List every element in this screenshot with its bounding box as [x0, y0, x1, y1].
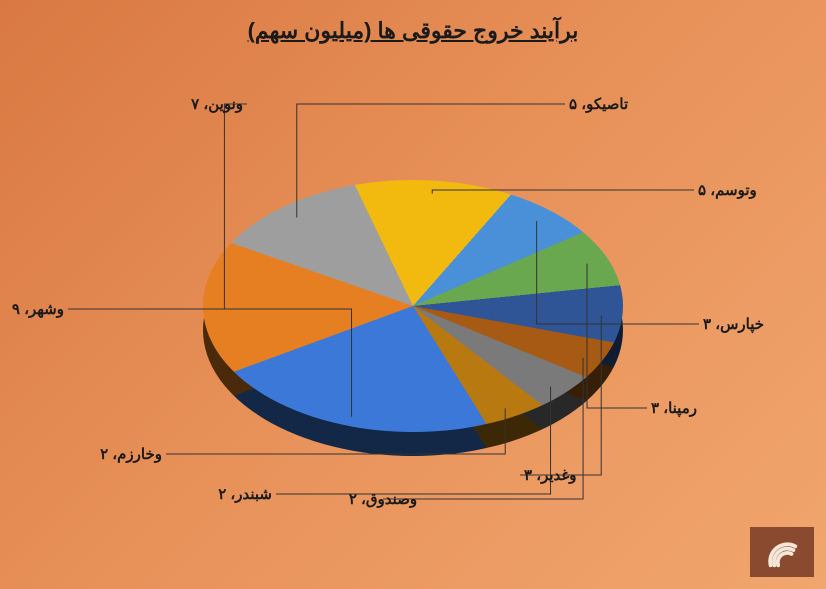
leader-line [432, 190, 694, 194]
leader-line [68, 309, 352, 417]
leader-line [166, 408, 505, 454]
slice-label: تاصیکو، ۵ [569, 95, 628, 113]
leader-line [276, 387, 551, 494]
leader-line [520, 315, 601, 475]
logo-icon [763, 533, 801, 571]
slice-label: وخارزم، ۲ [100, 445, 162, 463]
slice-label: خپارس، ۳ [703, 315, 764, 333]
leader-line [224, 104, 247, 309]
slice-label: رمپنا، ۳ [651, 399, 697, 417]
slice-label: وصندوق، ۲ [349, 490, 417, 508]
slice-label: وغدیر، ۳ [524, 466, 576, 484]
leader-line [587, 264, 647, 408]
leader-line [537, 221, 699, 324]
slice-label: وشهر، ۹ [12, 300, 64, 318]
leader-line [297, 104, 565, 217]
slice-label: وتوسم، ۵ [698, 181, 757, 199]
slice-label: شبندر، ۲ [218, 485, 272, 503]
slice-label: ونوین، ۷ [191, 95, 243, 113]
brand-logo [750, 527, 814, 577]
